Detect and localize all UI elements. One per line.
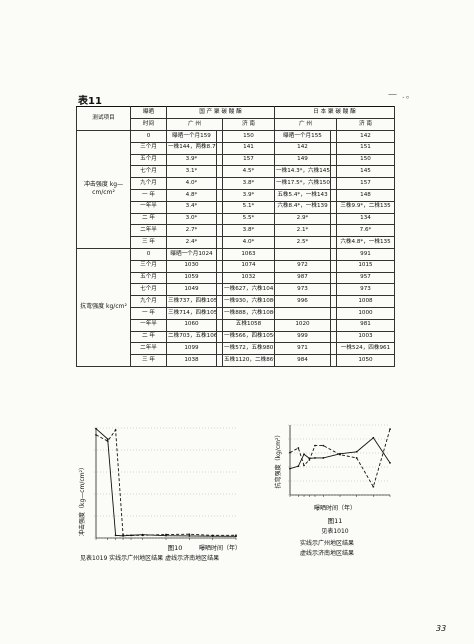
figure-label: 图10 [168,544,183,552]
table-row: 九个月 三株737，四株1050 一株930，六株1080 996 1008 [77,295,395,308]
figure-caption: 见表1010 [321,527,348,535]
data-point [130,534,132,537]
param-cell: 抗弯强度 kg/cm² [76,247,131,367]
time-cell: 二 年 [130,330,167,344]
value-cell: 984 [274,354,331,367]
value-cell: 1008 [336,295,395,308]
data-point [122,534,124,536]
table-row: 五个月 1059 1032 987 957 [77,271,395,285]
value-cell: 三株737，四株1050 [166,295,217,308]
value-cell: 971 [274,342,331,356]
table-row: 抗弯强度 kg/cm² 0 曝晒一个月1024 1063 991 [76,247,395,367]
header-time-2: 时间 [130,118,167,131]
data-point [355,457,358,459]
data-point [303,453,305,456]
series-line [95,428,237,536]
table-row: 一年半 3.4* 5.1* 六株8.4*，一株139 三株9.9*，二株135 [77,200,395,214]
data-point [188,533,191,536]
value-cell: 973 [336,283,395,297]
data-point [106,438,109,440]
figure-label: 图11 [328,517,343,525]
legend-solid: 实线示广州地区结果 [300,539,354,547]
table-row: 五个月 3.9* 157 149 150 [77,153,395,167]
value-cell: 一株524，四株961 [336,342,395,356]
data-point [389,428,391,431]
table-title: 表11 [78,96,102,107]
value-cell: 981 [336,318,395,332]
x-axis-label: 曝晒时间（年） [199,544,241,552]
series-line [289,437,391,470]
data-point [322,444,325,447]
value-cell: 曝晒一个月1024 [166,247,217,261]
data-point [114,429,117,431]
data-point [297,465,300,468]
y-axis-label: 冲击强度（kg—cm/cm²） [78,464,86,536]
data-point [372,485,375,488]
data-point [289,467,291,470]
data-point [235,534,237,537]
corner-mark: 一 .。 [388,91,416,101]
figure-11: 抗弯强度（kg/cm²） 曝晒时间（年） 图11 见表1010 实线示广州地区结果虚线示… [274,424,391,557]
data-point [297,447,300,449]
data-point [114,534,117,537]
header-guangzhou: 广 州 [166,118,223,131]
data-point [289,451,291,454]
table-row: 二年半 1099 一株572，五株980 971 一株524，四株961 [77,342,395,356]
header-jinan: 济 南 [222,118,275,131]
table-row: 九个月 4.0* 3.8* 一株17.5*，六株150 157 [77,177,395,190]
data-point [211,534,214,537]
table-row: 一年半 1060 五株1058 1020 981 [77,318,395,332]
data-point [106,440,109,442]
time-cell: 三 年 [130,354,167,367]
value-cell: 一株566，四株1050 [222,330,275,344]
figure-10: 冲击强度（kg—cm/cm²） 图10 曝晒时间（年） 见表1019 实线示广州地区结… [78,427,241,562]
y-axis-label: 抗弯强度（kg/cm²） [274,432,282,489]
data-point [314,457,316,459]
figure-caption: 见表1019 实线示广州地区结果 虚线示济南地区结果 [80,554,219,562]
value-cell: 1050 [336,354,395,367]
table-row: 七个月 1049 一株627，六株1045 973 973 [77,283,395,297]
data-point [339,453,341,456]
time-cell: 一 年 [130,306,167,320]
data-point [95,433,97,436]
data-point [322,457,325,459]
table-row: 三 年 1038 五株1120，二株869 984 1050 [77,354,395,367]
table-row: 二年半 2.7* 3.8* 2.1* 7.6* [77,224,395,238]
value-cell: 一株627，六株1045 [222,283,275,297]
data-point [188,535,191,537]
data-point [372,436,375,439]
data-point [389,461,391,464]
value-cell: 五株1120，二株869 [222,354,275,367]
data-point [95,427,97,430]
time-cell: 九个月 [130,295,167,308]
value-cell: 1032 [222,271,275,285]
header-param: 测试项目 [76,106,131,131]
x-axis-label: 曝晒时间（年） [314,504,356,512]
header-guangzhou: 广 州 [274,118,337,131]
data-point [165,533,167,536]
value-cell: 二株703，五株1065 [166,330,217,344]
header-jinan: 济 南 [336,118,395,131]
value-cell: 1000 [336,306,395,320]
table-row: 三个月 1030 1074 972 1015 [77,259,395,273]
value-cell: 957 [336,271,395,285]
data-point [355,450,358,453]
data-point [141,534,144,537]
value-cell: 三株714，四株1050 [166,306,217,320]
data-point [308,459,311,461]
data-point [303,464,305,467]
value-cell: 1003 [336,330,395,344]
value-cell: 991 [336,247,395,261]
data-point [314,444,316,447]
legend-dashed: 虚线示济南地区结果 [300,549,354,557]
table-row: 二 年二株703，五株1065 一株566，四株1050 999 1003 [77,330,395,344]
table-row: 一 年三株714，四株1050 一株888，六株1080 1000 [77,306,395,320]
series-line [289,428,391,488]
value-cell: 1015 [336,259,395,273]
page-number: 33 [436,624,447,633]
aging-data-table: 测试项目 曝晒 国 产 聚 碳 酸 酯 日 本 聚 碳 酸 酯 时间 广 州 济… [76,106,395,367]
time-cell: 五个月 [130,271,167,285]
